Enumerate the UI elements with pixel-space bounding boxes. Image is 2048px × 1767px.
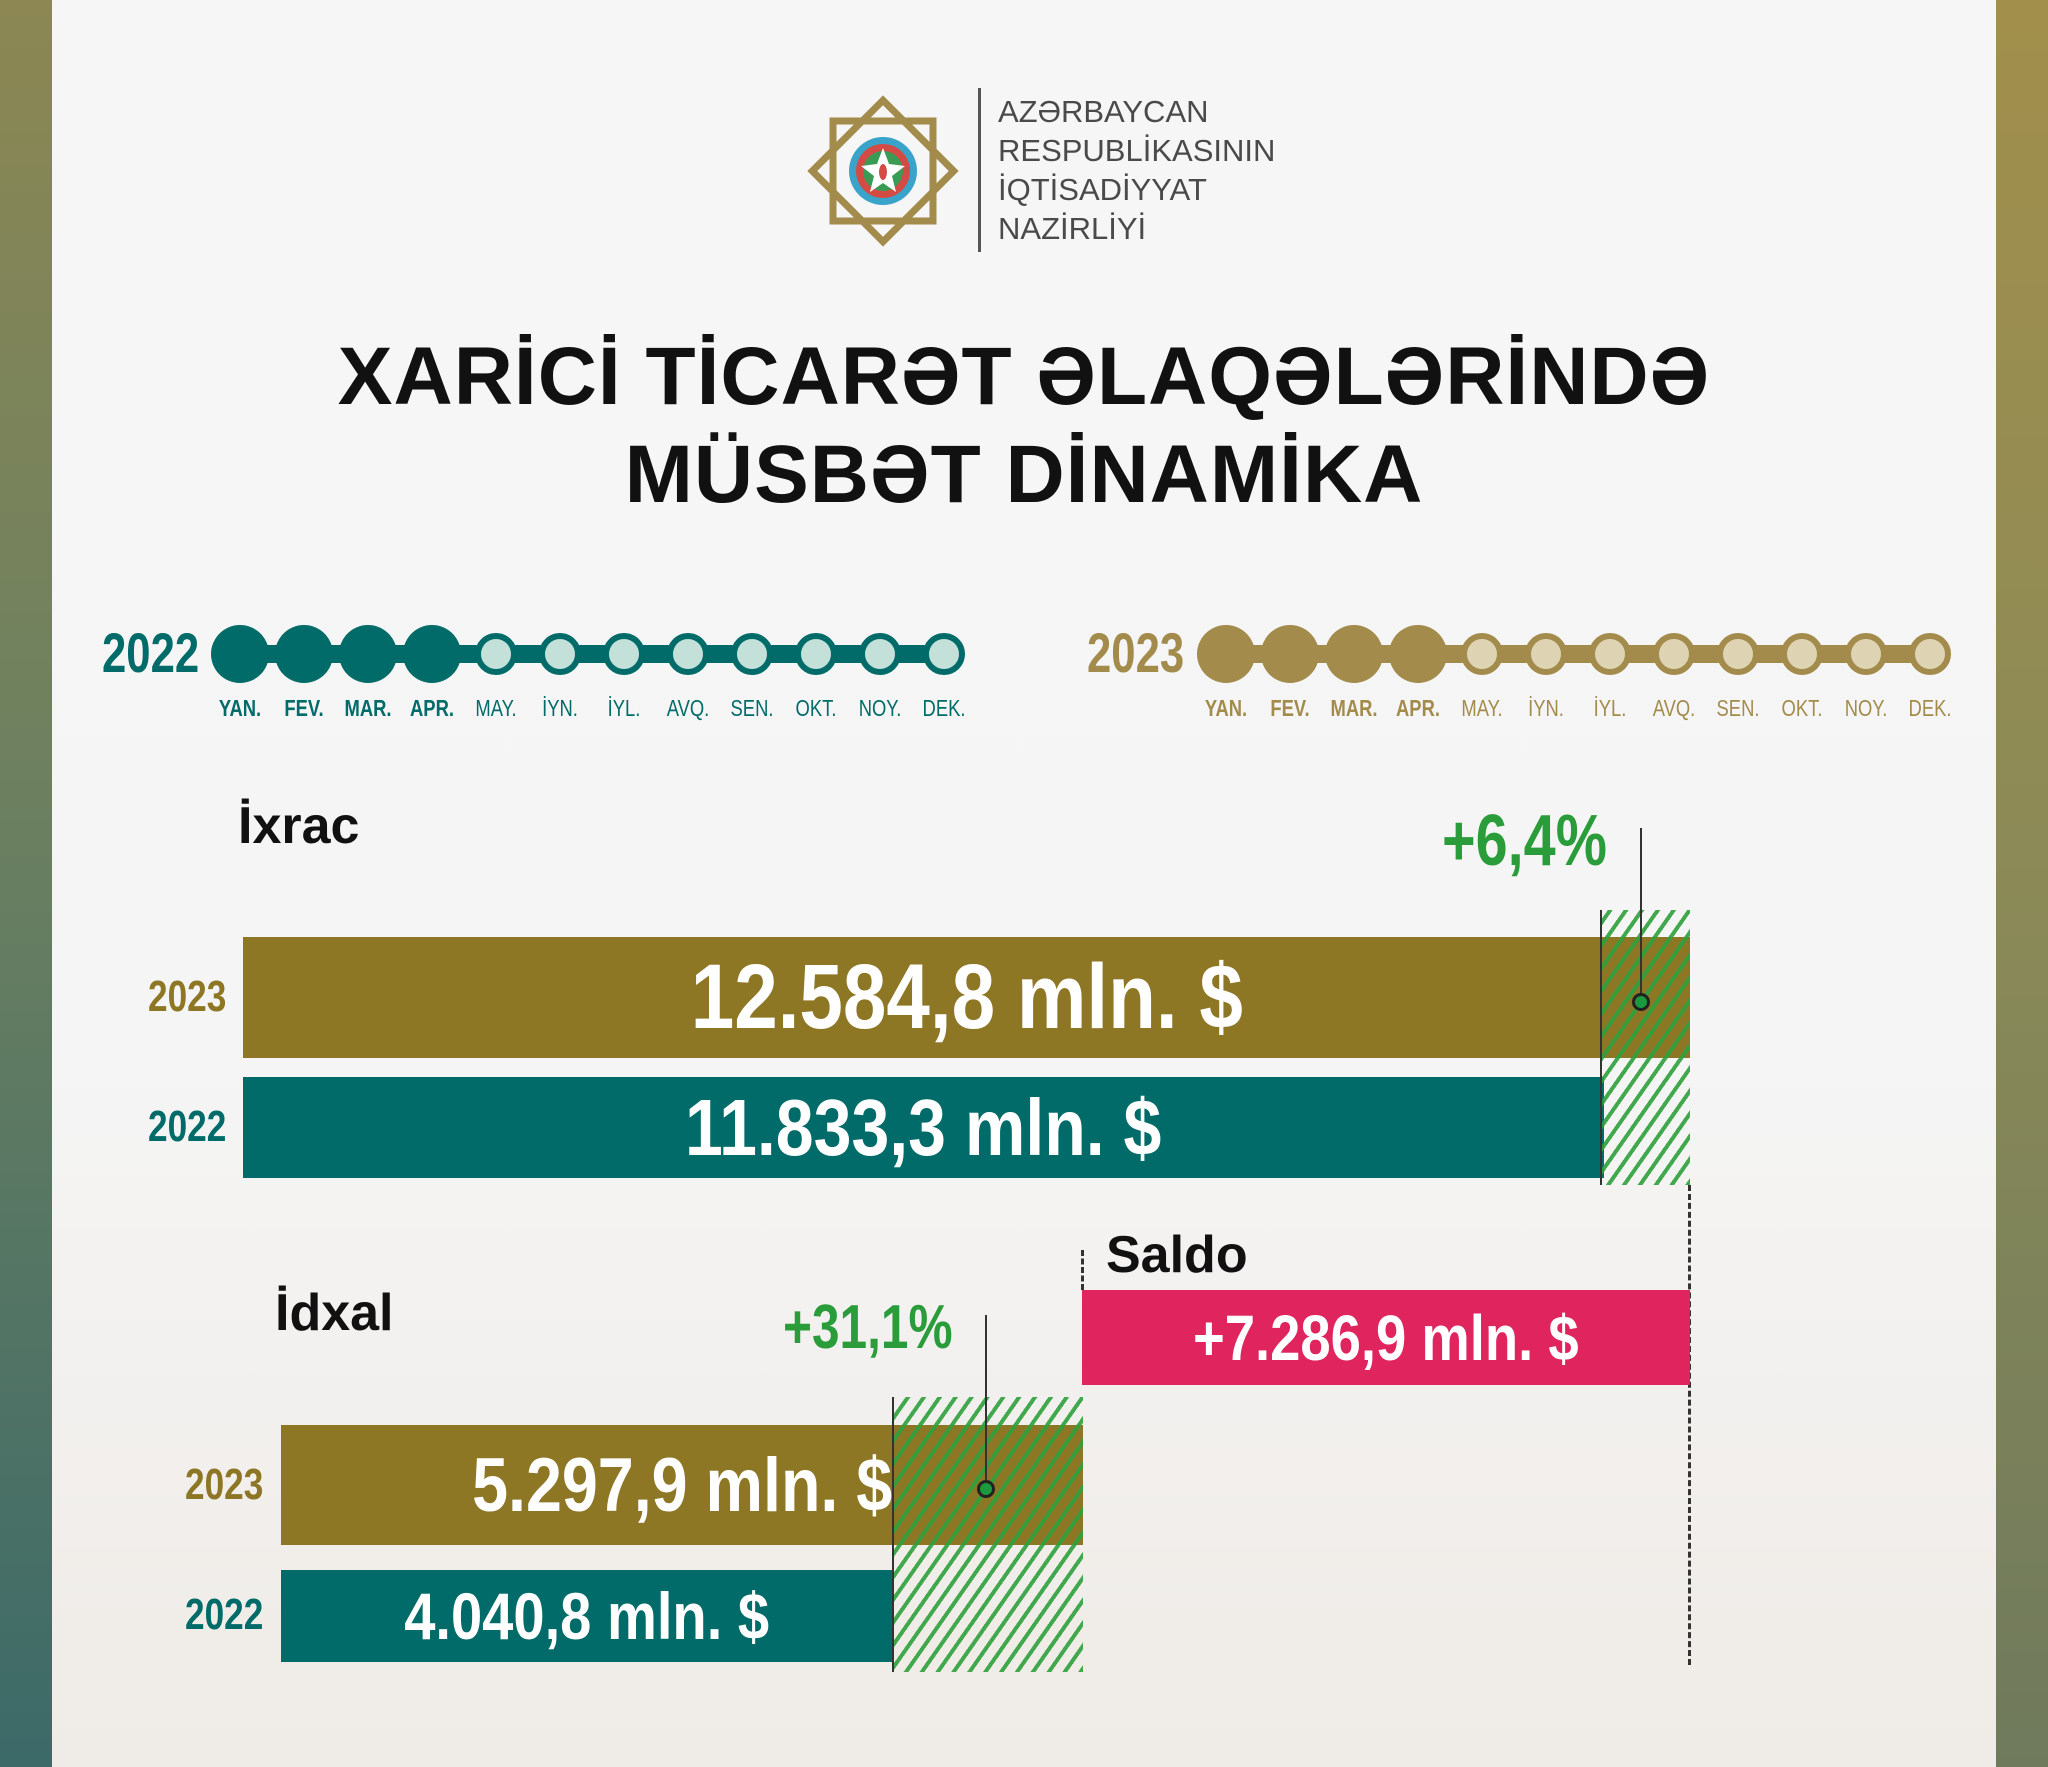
exports-growth-hatch <box>1600 910 1690 1185</box>
month-label: FEV. <box>1270 695 1310 721</box>
month-label: AVQ. <box>1652 695 1696 721</box>
month-dot-empty <box>667 633 709 675</box>
year-label: 2023 <box>185 1460 264 1509</box>
month-dot-filled <box>339 625 397 683</box>
bar-value-label: 4.040,8 mln. $ <box>404 1579 770 1653</box>
month-dot-filled <box>1389 625 1447 683</box>
month-label: MAR. <box>1330 695 1378 721</box>
month-dot-empty <box>1845 633 1887 675</box>
month-label: MAY. <box>475 695 517 721</box>
month-dot-filled <box>1261 625 1319 683</box>
exports-2022-bar: 11.833,3 mln. $ <box>243 1077 1604 1178</box>
bar-value-label: +7.286,9 mln. $ <box>1193 1301 1579 1374</box>
bar-value-label: 11.833,3 mln. $ <box>685 1082 1162 1172</box>
left-border <box>0 0 52 1767</box>
month-dot-empty <box>1717 633 1759 675</box>
month-dot-empty <box>1653 633 1695 675</box>
month-label: OKT. <box>1781 695 1823 721</box>
month-dot-empty <box>731 633 773 675</box>
month-label: NOY. <box>1844 695 1888 721</box>
bar-value-label: 5.297,9 mln. $ <box>471 1442 893 1528</box>
callout-dot <box>977 1480 995 1498</box>
month-label: DEK. <box>922 695 966 721</box>
month-label: İYN. <box>1528 695 1564 721</box>
imports-change: +31,1% <box>783 1293 953 1362</box>
year-label: 2022 <box>185 1590 264 1639</box>
callout-line <box>1640 828 1642 1000</box>
ministry-emblem-icon <box>807 95 959 247</box>
month-dot-filled <box>403 625 461 683</box>
month-label: YAN. <box>218 695 262 721</box>
month-dot-empty <box>539 633 581 675</box>
month-dot-empty <box>603 633 645 675</box>
month-label: DEK. <box>1908 695 1952 721</box>
imports-2022-bar: 4.040,8 mln. $ <box>281 1570 893 1662</box>
ministry-name-line: RESPUBLİKASININ <box>998 133 1276 168</box>
dashed-guide <box>1688 1185 1691 1665</box>
month-label: NOY. <box>858 695 902 721</box>
right-border <box>1996 0 2048 1767</box>
ministry-name-line: NAZİRLİYİ <box>998 211 1147 246</box>
month-dot-filled <box>1197 625 1255 683</box>
dashed-guide <box>1081 1250 1084 1290</box>
exports-2023-bar: 12.584,8 mln. $ <box>243 937 1690 1058</box>
month-dot-filled <box>211 625 269 683</box>
month-dot-empty <box>1525 633 1567 675</box>
timeline-year: 2023 <box>1087 621 1185 684</box>
month-label: İYL. <box>1593 695 1627 721</box>
month-label: İYL. <box>607 695 641 721</box>
month-dot-empty <box>795 633 837 675</box>
month-label: FEV. <box>284 695 324 721</box>
month-label: SEN. <box>730 695 774 721</box>
imports-growth-hatch <box>892 1397 1083 1672</box>
month-label: MAY. <box>1461 695 1503 721</box>
month-dot-empty <box>1781 633 1823 675</box>
imports-label: İdxal <box>275 1284 394 1342</box>
logo-divider <box>978 88 981 252</box>
month-label: AVQ. <box>666 695 710 721</box>
balance-bar: +7.286,9 mln. $ <box>1082 1290 1690 1385</box>
month-dot-empty <box>859 633 901 675</box>
balance-label: Saldo <box>1106 1226 1248 1284</box>
ministry-name-line: İQTİSADİYYAT <box>998 172 1207 207</box>
month-dot-filled <box>275 625 333 683</box>
exports-label: İxrac <box>238 797 360 855</box>
month-label: APR. <box>410 695 454 721</box>
page-title: XARİCİ TİCARƏT ƏLAQƏLƏRİNDƏ <box>337 331 1711 422</box>
ministry-name: AZƏRBAYCAN RESPUBLİKASININ İQTİSADİYYAT … <box>998 92 1275 248</box>
month-dot-empty <box>1909 633 1951 675</box>
month-label: YAN. <box>1204 695 1248 721</box>
page-subtitle: MÜSBƏT DİNAMİKA <box>624 429 1424 520</box>
month-dot-empty <box>475 633 517 675</box>
month-dot-empty <box>923 633 965 675</box>
month-dot-filled <box>1325 625 1383 683</box>
bar-value-label: 12.584,8 mln. $ <box>690 946 1243 1048</box>
timeline-year: 2022 <box>102 621 200 684</box>
month-dot-empty <box>1589 633 1631 675</box>
ministry-name-line: AZƏRBAYCAN <box>998 94 1209 129</box>
month-label: SEN. <box>1716 695 1760 721</box>
callout-line <box>985 1315 987 1485</box>
year-label: 2023 <box>148 972 227 1021</box>
month-label: OKT. <box>795 695 837 721</box>
month-label: İYN. <box>542 695 578 721</box>
callout-dot <box>1632 993 1650 1011</box>
year-label: 2022 <box>148 1102 227 1151</box>
month-dot-empty <box>1461 633 1503 675</box>
month-label: APR. <box>1396 695 1440 721</box>
month-label: MAR. <box>344 695 392 721</box>
exports-change: +6,4% <box>1442 801 1607 881</box>
